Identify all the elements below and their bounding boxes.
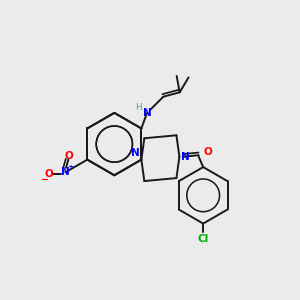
Text: −: −	[41, 175, 49, 184]
Text: O: O	[64, 151, 73, 161]
Text: N: N	[131, 148, 140, 158]
Text: O: O	[45, 169, 53, 179]
Text: N: N	[181, 152, 190, 162]
Text: N: N	[61, 167, 70, 177]
Text: +: +	[68, 164, 74, 170]
Text: Cl: Cl	[198, 234, 209, 244]
Text: N: N	[142, 108, 151, 118]
Text: H: H	[135, 103, 142, 112]
Text: O: O	[203, 147, 212, 157]
